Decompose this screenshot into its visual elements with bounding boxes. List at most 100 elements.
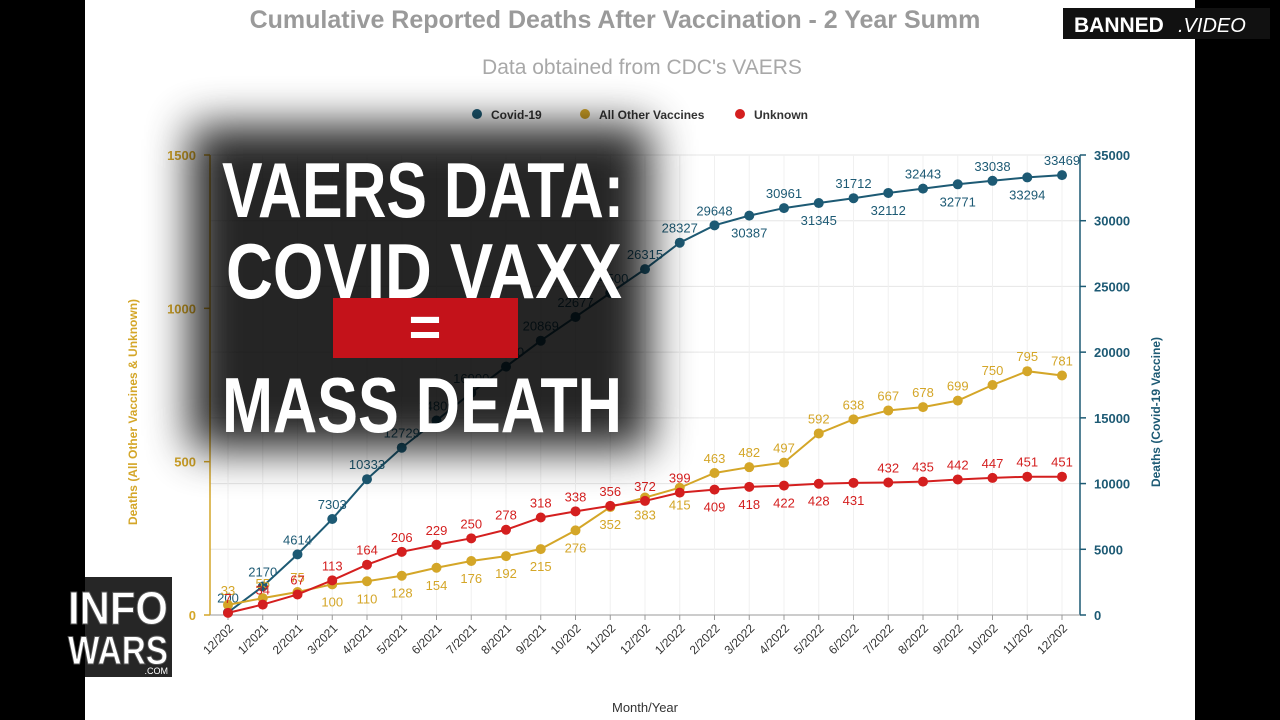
- data-point: [779, 480, 789, 491]
- data-label: 278: [495, 508, 517, 523]
- data-point: [813, 478, 824, 489]
- data-label: 795: [1016, 349, 1038, 364]
- data-label: 338: [565, 489, 587, 504]
- data-label: 75: [290, 570, 304, 585]
- data-point: [1057, 471, 1067, 482]
- logo-text: .COM: [145, 666, 169, 676]
- data-label: 200: [217, 590, 239, 605]
- data-point: [848, 193, 859, 204]
- data-point: [744, 481, 755, 492]
- y2-tick-label: 10000: [1094, 477, 1130, 492]
- data-point: [431, 539, 442, 550]
- y2-axis-title: Deaths (Covid-19 Vaccine): [1149, 337, 1163, 487]
- data-label: 192: [495, 566, 517, 581]
- data-point: [570, 525, 581, 536]
- legend-marker: [472, 109, 482, 119]
- data-label: 409: [704, 500, 726, 515]
- data-point: [883, 187, 894, 198]
- y-tick-label: 500: [174, 455, 196, 470]
- logo-text: BANNED: [1074, 14, 1164, 37]
- data-label: 451: [1051, 455, 1073, 470]
- data-label: 372: [634, 479, 656, 494]
- data-point: [396, 570, 407, 581]
- data-point: [257, 581, 268, 592]
- data-point: [883, 405, 894, 416]
- overlay-shadow: [190, 125, 650, 450]
- logo-text: .VIDEO: [1178, 15, 1246, 37]
- data-point: [292, 589, 303, 600]
- data-point: [605, 500, 616, 511]
- data-point: [501, 551, 511, 562]
- data-label: 164: [356, 543, 378, 558]
- data-label: 418: [738, 497, 760, 512]
- data-point: [223, 599, 233, 610]
- data-point: [918, 183, 928, 194]
- data-point: [1022, 471, 1033, 482]
- data-label: 497: [773, 441, 795, 456]
- data-label: 67: [290, 572, 304, 587]
- data-label: 215: [530, 559, 552, 574]
- data-label: 32771: [940, 194, 976, 209]
- y2-tick-label: 0: [1094, 608, 1101, 623]
- data-point: [848, 414, 859, 425]
- data-label: 100: [321, 594, 343, 609]
- data-label: 667: [877, 388, 899, 403]
- legend-marker: [580, 109, 590, 119]
- data-point: [987, 380, 998, 390]
- data-label: 28327: [662, 221, 698, 236]
- y-tick-label: 1000: [167, 301, 196, 316]
- data-label: 638: [843, 397, 865, 412]
- data-point: [779, 203, 789, 214]
- data-label: 399: [669, 471, 691, 486]
- data-point: [848, 477, 859, 488]
- chart-subtitle: Data obtained from CDC's VAERS: [482, 56, 802, 79]
- data-point: [709, 484, 720, 495]
- data-point: [813, 428, 824, 439]
- y-tick-label: 0: [189, 608, 196, 623]
- chart-title: Cumulative Reported Deaths After Vaccina…: [250, 6, 981, 34]
- data-point: [918, 402, 928, 413]
- data-label: 431: [843, 493, 865, 508]
- data-point: [952, 179, 963, 190]
- data-label: 33: [221, 583, 235, 598]
- data-label: 463: [704, 451, 726, 466]
- data-point: [570, 506, 581, 517]
- data-label: 7: [224, 591, 231, 606]
- data-label: 781: [1051, 353, 1073, 368]
- data-label: 33038: [974, 159, 1010, 174]
- data-label: 128: [391, 586, 413, 601]
- data-label: 110: [357, 591, 378, 606]
- data-label: 206: [391, 530, 413, 545]
- data-label: 442: [947, 457, 969, 472]
- data-label: 432: [877, 461, 899, 476]
- banned-logo: BANNED .VIDEO: [1063, 8, 1270, 39]
- overlay-line: VAERS DATA:: [222, 146, 624, 234]
- data-point: [327, 514, 338, 525]
- overlay-red-box: [333, 298, 518, 358]
- data-label: 592: [808, 411, 830, 426]
- data-label: 4614: [283, 532, 312, 547]
- data-point: [987, 472, 998, 483]
- data-point: [535, 512, 546, 523]
- overlay: VAERS DATA: COVID VAXX = MASS DEATH: [190, 125, 650, 450]
- data-point: [674, 487, 685, 498]
- data-label: 276: [565, 540, 587, 555]
- data-label: 55: [256, 576, 270, 591]
- data-point: [466, 556, 477, 567]
- data-point: [292, 549, 303, 560]
- overlay-equals: =: [409, 295, 442, 358]
- data-point: [223, 607, 233, 618]
- data-label: 699: [947, 379, 969, 394]
- data-label: 678: [912, 385, 934, 400]
- data-label: 750: [982, 363, 1004, 378]
- y2-tick-label: 25000: [1094, 279, 1130, 294]
- overlay-line: MASS DEATH: [222, 361, 622, 449]
- data-label: 451: [1016, 455, 1038, 470]
- data-point: [709, 468, 720, 479]
- data-label: 2170: [248, 564, 277, 579]
- data-point: [952, 395, 963, 406]
- data-label: 113: [322, 558, 343, 573]
- data-label: 250: [460, 516, 482, 531]
- data-label: 29648: [696, 203, 732, 218]
- data-label: 32112: [871, 203, 906, 218]
